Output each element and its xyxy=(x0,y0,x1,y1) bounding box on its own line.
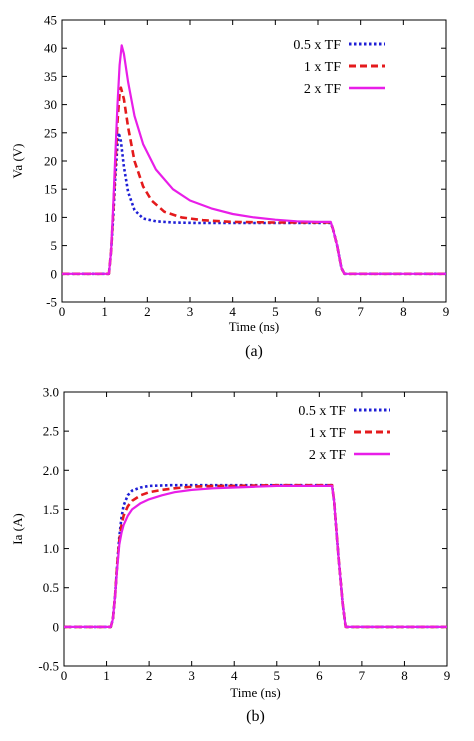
y-tick-label: 40 xyxy=(44,41,57,56)
x-tick-label: 4 xyxy=(229,304,236,319)
x-tick-label: 4 xyxy=(231,668,238,683)
series-line-1 xyxy=(64,483,447,629)
y-tick-label: 25 xyxy=(44,125,57,140)
legend-label: 1 x TF xyxy=(304,60,341,75)
figure-caption: (a) xyxy=(245,343,263,360)
series-line-1 xyxy=(62,131,446,276)
series-line-2 xyxy=(64,483,447,629)
x-tick-label: 3 xyxy=(187,304,194,319)
x-tick-label: 2 xyxy=(144,304,151,319)
x-tick-label: 2 xyxy=(146,668,153,683)
x-tick-label: 5 xyxy=(274,668,281,683)
y-tick-label: 0.5 xyxy=(43,580,59,595)
x-tick-label: 3 xyxy=(188,668,195,683)
x-tick-label: 9 xyxy=(443,304,450,319)
figure-caption: (b) xyxy=(246,708,265,725)
x-tick-label: 0 xyxy=(61,668,68,683)
y-tick-label: -5 xyxy=(46,295,57,310)
x-tick-label: 8 xyxy=(400,304,407,319)
legend-label: 2 x TF xyxy=(309,448,346,463)
x-tick-label: 6 xyxy=(315,304,322,319)
y-axis-label: Ia (A) xyxy=(10,513,25,544)
y-tick-label: 45 xyxy=(44,13,57,28)
x-axis-label: Time (ns) xyxy=(229,319,279,334)
series-line-3 xyxy=(62,44,446,275)
series-line-2 xyxy=(62,86,446,276)
x-tick-label: 1 xyxy=(103,668,110,683)
y-tick-label: 15 xyxy=(44,182,57,197)
legend-label: 0.5 x TF xyxy=(298,404,346,419)
x-tick-label: 6 xyxy=(316,668,323,683)
legend-label: 0.5 x TF xyxy=(293,38,341,53)
y-tick-label: 2.0 xyxy=(43,463,59,478)
y-tick-label: 5 xyxy=(51,238,58,253)
x-tick-label: 5 xyxy=(272,304,279,319)
y-tick-label: 0 xyxy=(53,619,60,634)
x-tick-label: 1 xyxy=(101,304,108,319)
series-line-3 xyxy=(64,484,447,629)
y-tick-label: 20 xyxy=(44,154,57,169)
y-tick-label: 30 xyxy=(44,97,57,112)
y-tick-label: 10 xyxy=(44,210,57,225)
x-tick-label: 7 xyxy=(359,668,366,683)
x-tick-label: 0 xyxy=(59,304,66,319)
plot-frame xyxy=(63,391,448,667)
y-tick-label: 35 xyxy=(44,69,57,84)
y-tick-label: 3.0 xyxy=(43,385,59,400)
y-tick-label: 0 xyxy=(51,266,58,281)
x-tick-label: 8 xyxy=(401,668,408,683)
y-axis-label: Va (V) xyxy=(10,143,25,178)
legend-label: 1 x TF xyxy=(309,426,346,441)
x-axis-label: Time (ns) xyxy=(230,685,280,700)
legend-label: 2 x TF xyxy=(304,82,341,97)
y-tick-label: -0.5 xyxy=(38,659,59,674)
x-tick-label: 7 xyxy=(357,304,364,319)
y-tick-label: 1.5 xyxy=(43,502,59,517)
x-tick-label: 9 xyxy=(444,668,451,683)
y-tick-label: 2.5 xyxy=(43,424,59,439)
y-tick-label: 1.0 xyxy=(43,541,59,556)
